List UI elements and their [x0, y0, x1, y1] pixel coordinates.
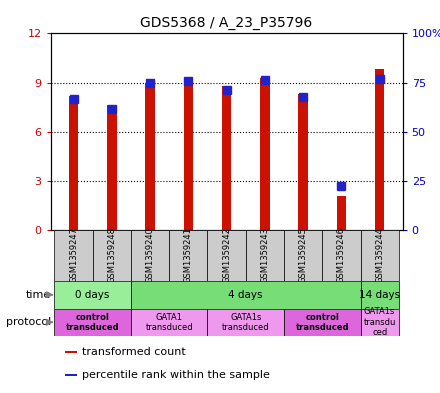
Text: GSM1359241: GSM1359241 — [184, 228, 193, 283]
Bar — [65, 351, 77, 353]
Text: GSM1359242: GSM1359242 — [222, 228, 231, 283]
Text: GSM1359247: GSM1359247 — [69, 228, 78, 283]
Bar — [337, 195, 346, 230]
Bar — [131, 281, 360, 309]
Text: time: time — [26, 290, 51, 300]
Bar — [69, 95, 78, 230]
Bar — [222, 86, 231, 230]
Bar — [131, 309, 208, 336]
Bar — [65, 374, 77, 376]
Bar — [298, 94, 308, 230]
Text: protocol: protocol — [6, 317, 51, 327]
Bar — [55, 281, 131, 309]
Title: GDS5368 / A_23_P35796: GDS5368 / A_23_P35796 — [140, 16, 313, 29]
Text: transformed count: transformed count — [82, 347, 186, 357]
Text: control
transduced: control transduced — [295, 312, 349, 332]
Bar — [260, 77, 270, 230]
Bar — [208, 309, 284, 336]
Bar — [208, 230, 246, 281]
Bar — [284, 309, 360, 336]
Text: GSM1359245: GSM1359245 — [299, 228, 308, 283]
Bar — [145, 83, 155, 230]
Text: GATA1s
transdu
ced: GATA1s transdu ced — [363, 307, 396, 337]
Text: GSM1359240: GSM1359240 — [146, 228, 154, 283]
Bar — [183, 82, 193, 230]
Bar — [93, 230, 131, 281]
Bar — [131, 230, 169, 281]
Text: GSM1359248: GSM1359248 — [107, 228, 116, 283]
Text: 0 days: 0 days — [76, 290, 110, 300]
Text: GSM1359244: GSM1359244 — [375, 228, 384, 283]
Bar — [55, 230, 93, 281]
Bar — [284, 230, 322, 281]
Text: GSM1359246: GSM1359246 — [337, 228, 346, 283]
Text: control
transduced: control transduced — [66, 312, 120, 332]
Text: percentile rank within the sample: percentile rank within the sample — [82, 370, 270, 380]
Bar — [169, 230, 208, 281]
Text: GATA1
transduced: GATA1 transduced — [145, 312, 193, 332]
Bar — [360, 230, 399, 281]
Text: 4 days: 4 days — [228, 290, 263, 300]
Bar — [375, 70, 385, 230]
Bar — [322, 230, 360, 281]
Text: GATA1s
transduced: GATA1s transduced — [222, 312, 270, 332]
Bar — [360, 309, 399, 336]
Bar — [107, 105, 117, 230]
Bar — [55, 309, 131, 336]
Text: 14 days: 14 days — [359, 290, 400, 300]
Text: GSM1359243: GSM1359243 — [260, 228, 269, 283]
Bar — [246, 230, 284, 281]
Bar — [360, 281, 399, 309]
